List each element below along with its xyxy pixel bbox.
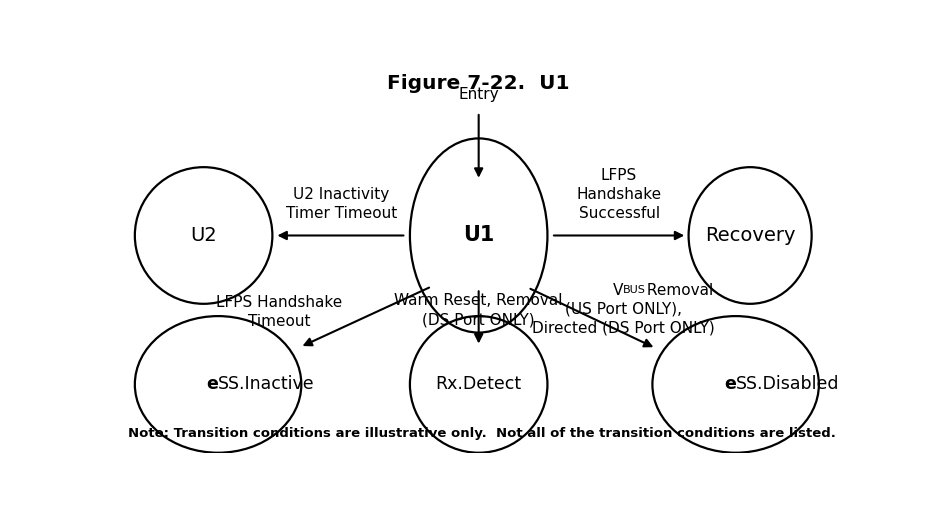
Text: e: e: [206, 376, 219, 393]
Text: Removal: Removal: [642, 283, 713, 298]
Text: U2: U2: [191, 226, 217, 245]
Text: BUS: BUS: [623, 286, 645, 295]
Text: SS.Inactive: SS.Inactive: [219, 376, 315, 393]
Text: Recovery: Recovery: [705, 226, 796, 245]
Text: SS.Disabled: SS.Disabled: [736, 376, 839, 393]
Text: e: e: [724, 376, 736, 393]
Text: LFPS Handshake
Timeout: LFPS Handshake Timeout: [217, 295, 343, 329]
Text: Note: Transition conditions are illustrative only.  Not all of the transition co: Note: Transition conditions are illustra…: [128, 428, 836, 440]
Text: Warm Reset, Removal
(DS Port ONLY): Warm Reset, Removal (DS Port ONLY): [394, 293, 563, 327]
Text: Figure 7-22.  U1: Figure 7-22. U1: [388, 74, 570, 93]
Text: Entry: Entry: [459, 87, 499, 102]
Text: V: V: [613, 283, 624, 298]
Text: Rx.Detect: Rx.Detect: [435, 376, 522, 393]
Text: U2 Inactivity
Timer Timeout: U2 Inactivity Timer Timeout: [286, 187, 397, 221]
Text: U1: U1: [463, 225, 494, 245]
Text: Directed (DS Port ONLY): Directed (DS Port ONLY): [532, 321, 715, 335]
Text: LFPS
Handshake
Successful: LFPS Handshake Successful: [576, 167, 661, 221]
Text: (US Port ONLY),: (US Port ONLY),: [565, 302, 682, 317]
